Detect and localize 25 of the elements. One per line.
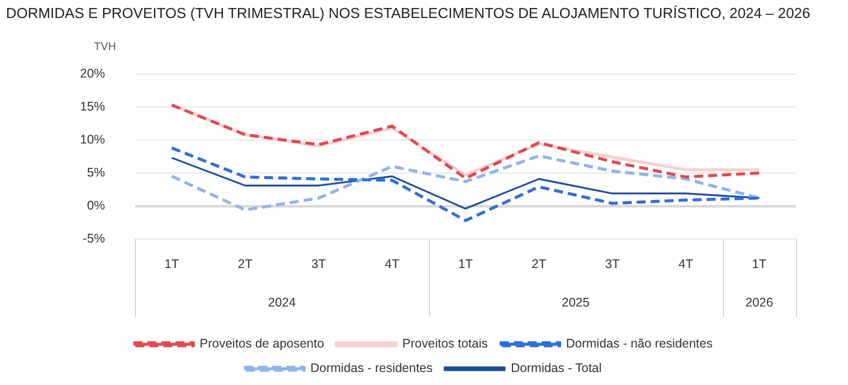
x-tick-label: 3T [311,256,326,271]
y-axis-title: TVH [94,41,116,54]
y-tick-label: 20% [80,66,106,80]
x-tick-label: 1T [164,256,180,271]
text: 2026 [745,295,774,310]
x-tick-label: 4T [678,256,694,271]
legend-label: Dormidas - Total [510,361,602,376]
legend-label: Proveitos totais [402,336,488,351]
x-tick-label: 2T [238,256,253,271]
legend-label: Proveitos de aposento [200,336,324,351]
text: 2024 [268,295,296,310]
legend-label: Dormidas - não residentes [566,336,713,351]
x-tick-label: 2T [532,256,547,271]
y-tick-label: 15% [80,99,106,114]
legend-label: Dormidas - residentes [310,361,433,376]
x-tick-label: 1T [458,256,474,271]
x-tick-label: 1T [752,256,767,271]
chart-title: DORMIDAS E PROVEITOS (TVH TRIMESTRAL) NOS ESTABELECIMENTOS DE ALOJAMENTO TURÍSTICO, 2024 – 2026 [6,6,810,22]
x-tick-label: 4T [384,256,400,271]
text: 2025 [562,295,590,310]
y-tick-label: 5% [86,165,106,180]
y-tick-label: -5% [82,231,106,246]
y-tick-label: 0% [86,198,106,212]
x-tick-label: 3T [605,256,620,271]
y-tick-label: 10% [80,132,106,146]
